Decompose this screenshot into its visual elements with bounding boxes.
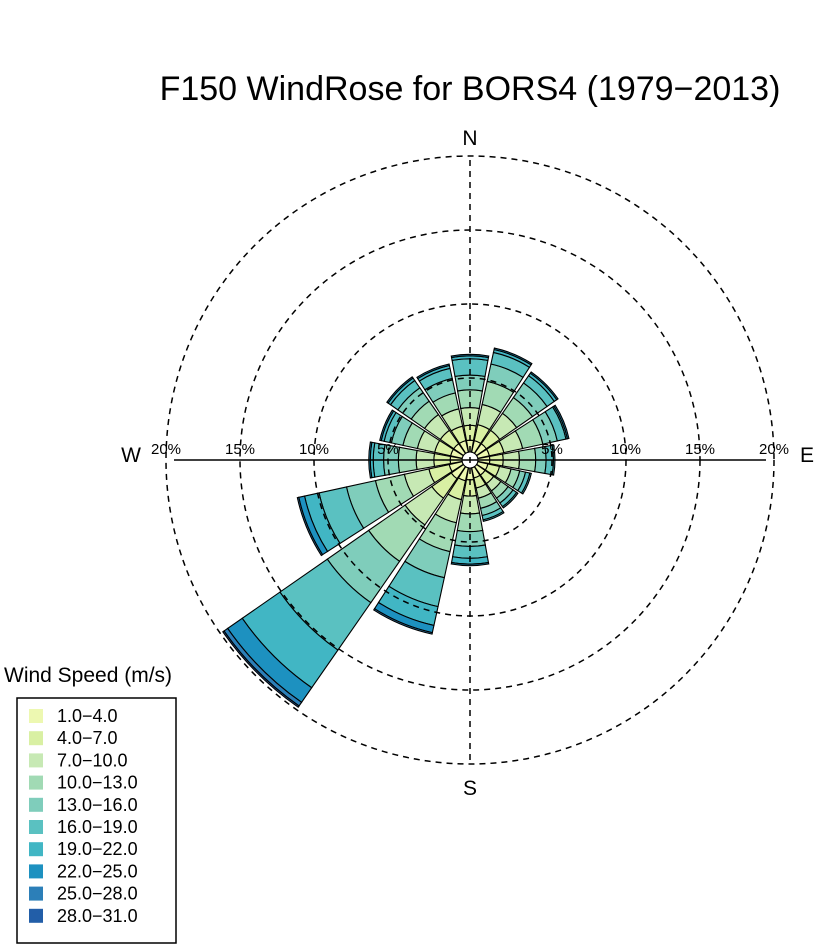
legend-swatch-10 [29,908,43,923]
legend-swatch-7 [29,842,43,857]
compass-south-label: S [463,777,477,800]
legend-swatch-1 [29,709,43,723]
sector-w-bin-8 [368,441,373,479]
legend-label-10: 28.0−31.0 [57,906,138,926]
legend-label-9: 25.0−28.0 [57,884,138,904]
ring-label-15-west: 15% [225,441,255,458]
compass-west-label: W [121,444,141,467]
legend-title: Wind Speed (m/s) [4,664,172,687]
ring-labels-group: 5% 5% 10% 10% 15% 15% 20% 20% [151,441,789,458]
legend-label-7: 19.0−22.0 [57,839,138,859]
legend-label-3: 7.0−10.0 [57,750,128,770]
ring-label-5-east: 5% [541,441,563,458]
legend-label-6: 16.0−19.0 [57,817,138,837]
legend-label-4: 10.0−13.0 [57,773,138,793]
sector-wsw-bin-9 [296,496,324,557]
legend-box [16,697,177,944]
legend-swatch-5 [29,797,43,812]
legend-swatch-8 [29,864,43,879]
legend-label-1: 1.0−4.0 [57,706,118,726]
sector-se-bin-7 [501,491,519,509]
sector-nw-bin-8 [386,376,414,404]
ring-label-10-east: 10% [611,441,641,458]
sector-nnw-bin-8 [416,363,451,380]
sector-nne-bin-8 [493,347,533,366]
legend-label-2: 4.0−7.0 [57,728,118,748]
legend-swatch-9 [29,886,43,901]
legend-items-group: 1.0−4.04.0−7.07.0−10.0 10.0−13.013.0−16.0… [29,706,138,926]
ring-label-5-west: 5% [377,441,399,458]
legend-label-5: 13.0−16.0 [57,795,138,815]
sector-ssw-bin-9 [372,607,434,635]
legend-swatch-3 [29,753,43,768]
legend-swatch-6 [29,820,43,834]
ring-20 [165,155,775,765]
sector-s-bin-8 [450,561,490,567]
sector-sw-bin-10 [222,630,300,708]
ring-label-10-west: 10% [299,441,329,458]
sectors-group [222,347,570,708]
legend-label-8: 22.0−25.0 [57,861,138,881]
ring-label-15-east: 15% [685,441,715,458]
ring-label-20-east: 20% [759,441,789,458]
legend-swatch-2 [29,731,43,746]
compass-east-label: E [800,444,814,467]
sector-wnw-bin-8 [379,409,395,442]
sector-ese-bin-7 [520,472,532,495]
sector-ne-bin-8 [529,371,559,401]
sector-ene-bin-8 [553,404,570,440]
chart-title: F150 WindRose for BORS4 (1979−2013) [160,70,781,108]
ring-label-20-west: 20% [151,441,181,458]
compass-north-label: N [462,127,477,150]
legend-swatch-4 [29,775,43,790]
sector-n-bin-8 [450,353,490,359]
sector-sse-bin-7 [482,510,505,522]
